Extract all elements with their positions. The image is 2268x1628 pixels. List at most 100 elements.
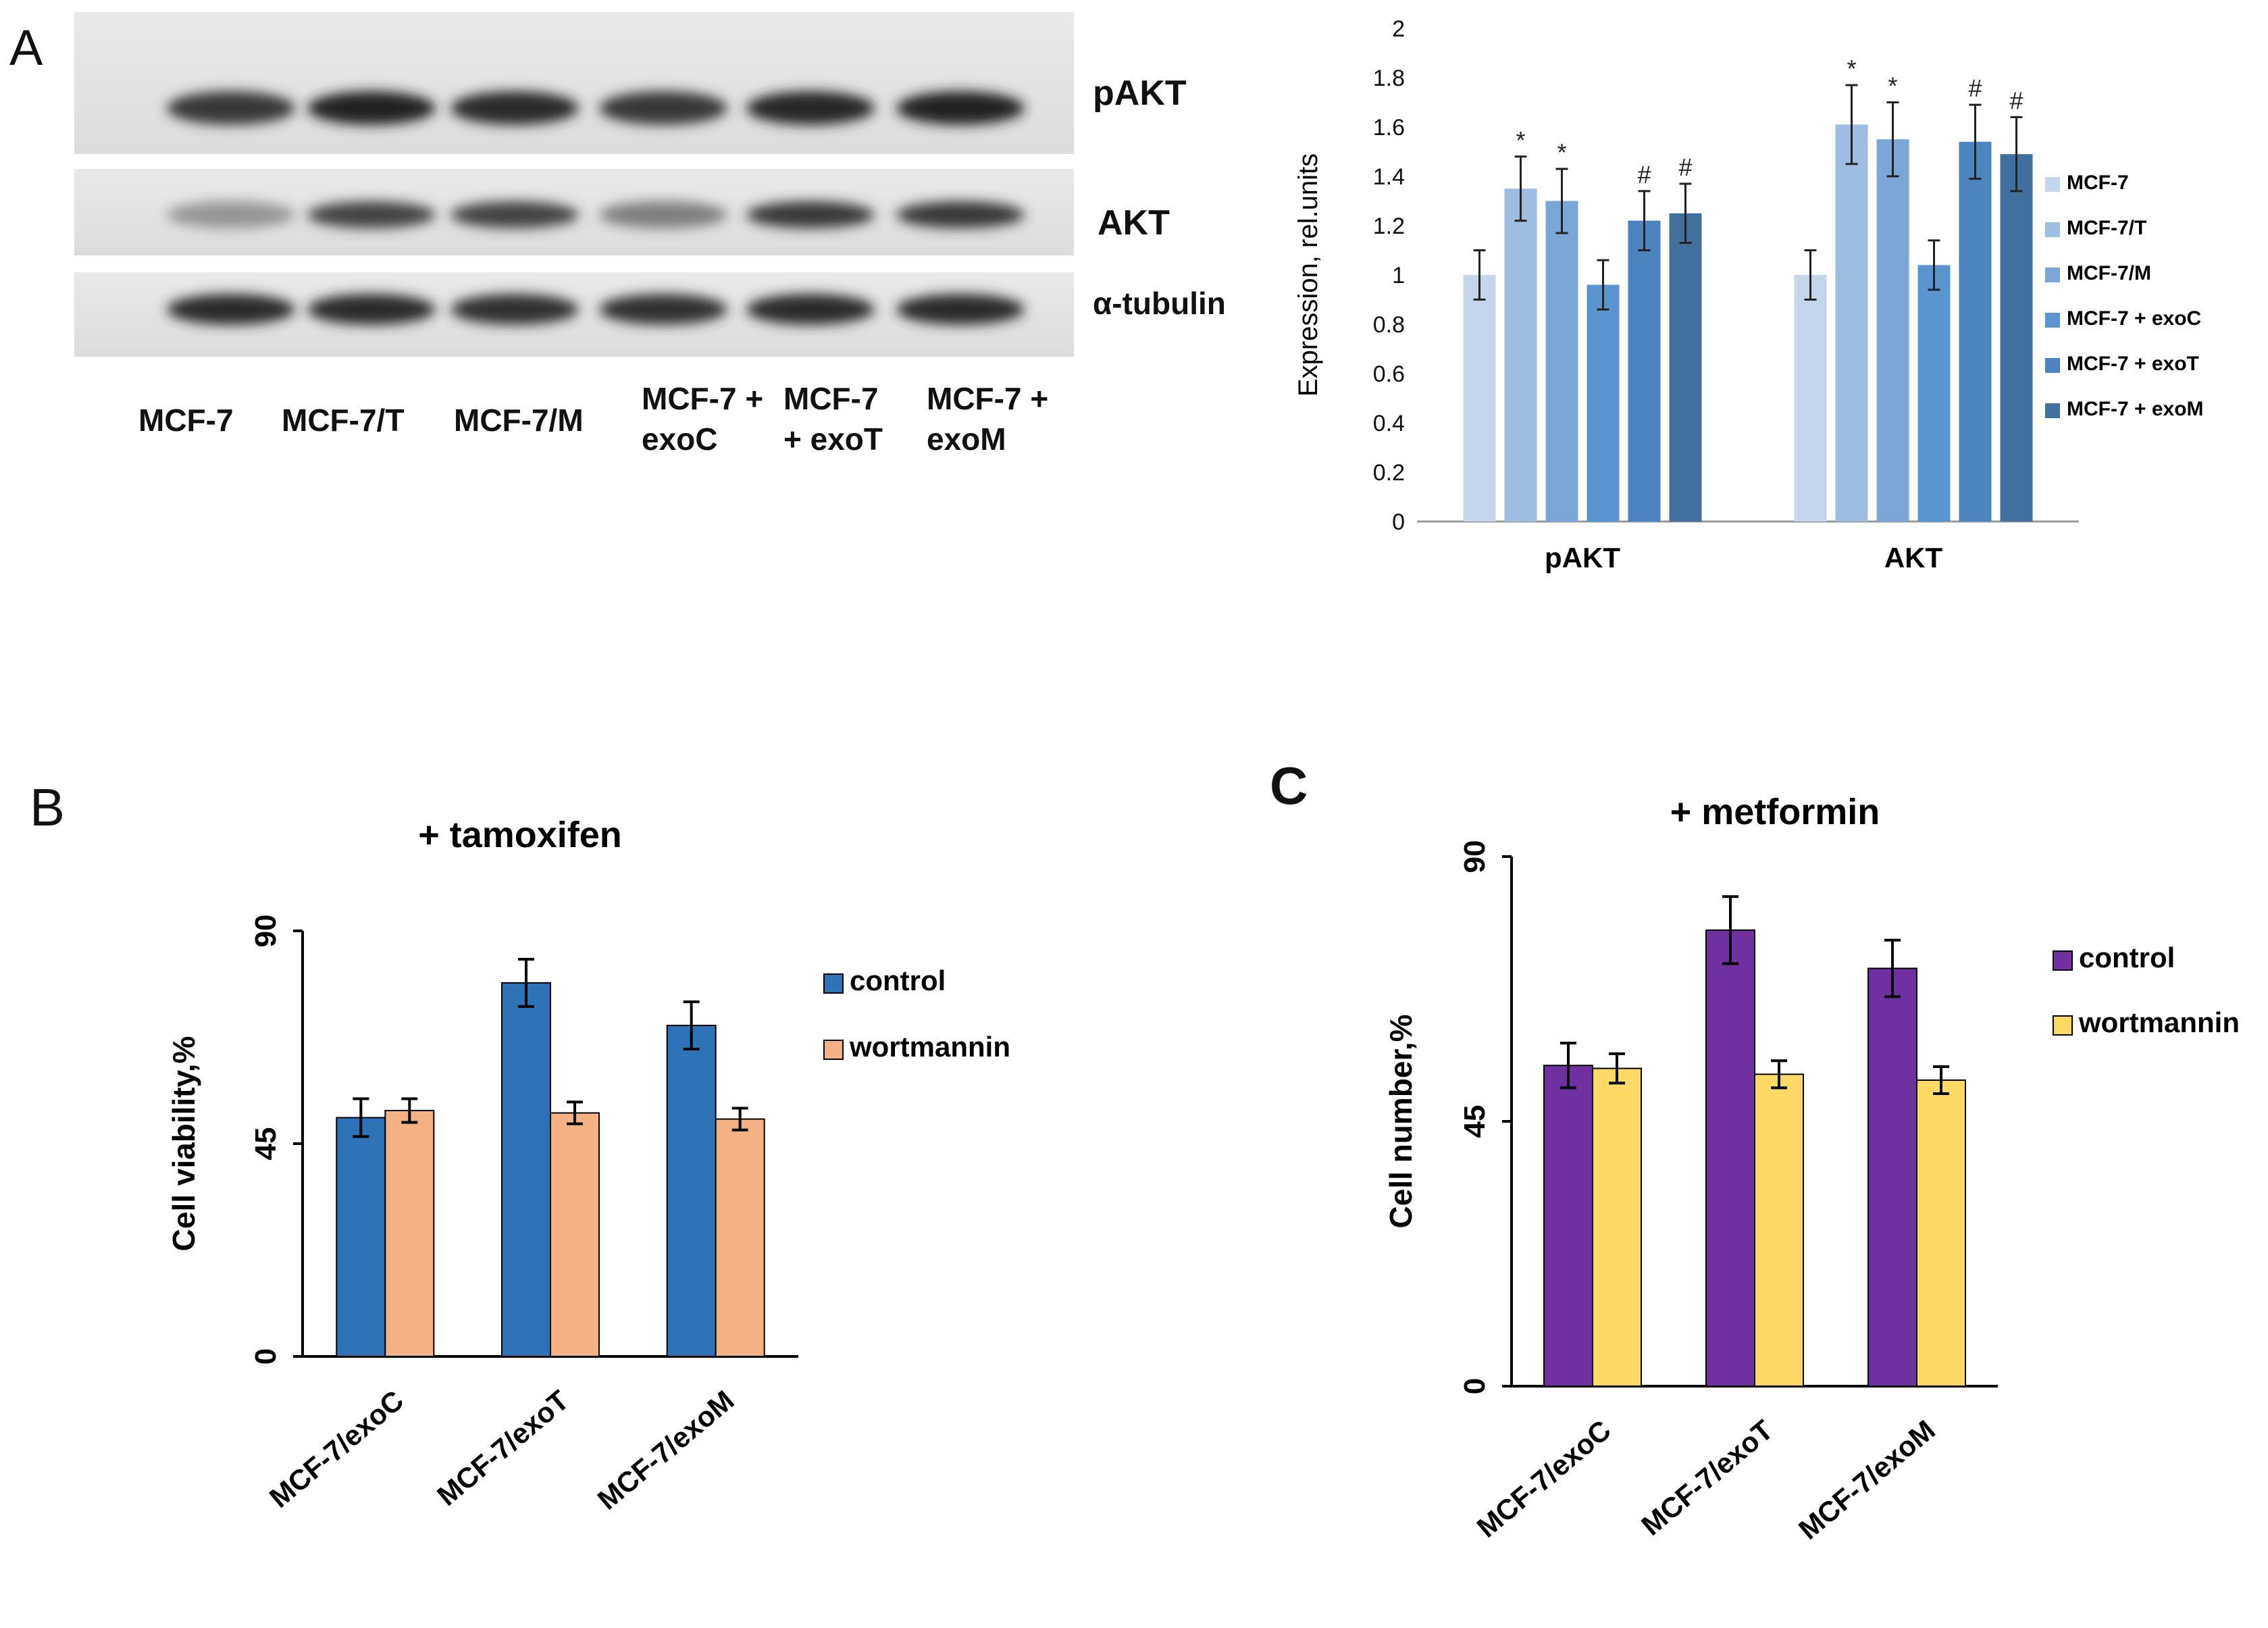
y-tick-label: 1.2 <box>1373 213 1405 239</box>
blot-row-label-tubulin: α-tubulin <box>1093 286 1226 321</box>
legend-swatch <box>2053 950 2073 971</box>
y-tick-label: 1.6 <box>1373 115 1405 141</box>
y-tick-label: 45 <box>249 1127 282 1161</box>
x-category-label: MCF-7/exoT <box>1635 1414 1779 1542</box>
bar <box>666 1025 717 1357</box>
blot-band <box>599 91 727 125</box>
blot-band <box>307 294 436 325</box>
bar <box>384 1110 435 1357</box>
significance-mark: * <box>1516 126 1525 154</box>
x-category-label: MCF-7/exoC <box>1471 1414 1617 1544</box>
blot-band <box>450 201 579 228</box>
legend-swatch <box>2053 1015 2073 1036</box>
bar <box>1917 265 1951 522</box>
lane-label-2: MCF-7/T <box>282 403 405 438</box>
panel-b-letter: B <box>30 778 66 837</box>
legend-swatch <box>2045 177 2060 192</box>
legend-label: wortmannin <box>849 1031 1010 1063</box>
y-axis-label: Cell viability,% <box>166 1036 201 1252</box>
y-tick-label: 1 <box>1392 263 1405 288</box>
bar <box>2000 154 2033 522</box>
y-tick-label: 0.8 <box>1373 312 1405 338</box>
y-axis-label: Expression, rel.units <box>1293 153 1323 397</box>
bar <box>1543 1065 1593 1387</box>
x-category-label: AKT <box>1884 542 1943 574</box>
y-tick-label: 0 <box>1458 1378 1491 1394</box>
blot-band <box>167 201 295 228</box>
legend-swatch <box>2045 222 2060 237</box>
legend-swatch <box>2045 403 2060 418</box>
legend-label: MCF-7 + exoT <box>2067 353 2199 375</box>
y-tick-label: 0 <box>249 1348 282 1365</box>
lane-label-4: MCF-7 + exoC <box>642 381 764 457</box>
legend-label: MCF-7 + exoM <box>2067 398 2204 420</box>
x-category-label: MCF-7/exoC <box>263 1384 409 1514</box>
chart-b: 0 45 90 Cell viability,% + tamoxifen MCF-7/ex… <box>166 815 1010 1516</box>
y-tick-label: 0.6 <box>1373 361 1405 387</box>
legend-label: MCF-7/M <box>2067 262 2151 284</box>
bar <box>1669 213 1702 522</box>
significance-mark: * <box>1847 55 1856 82</box>
blot-band <box>746 201 875 228</box>
y-tick-label: 2 <box>1392 16 1405 42</box>
legend-label: control <box>2079 942 2175 973</box>
y-tick-label: 0.4 <box>1373 411 1405 436</box>
blot-band <box>167 91 295 125</box>
blot-band <box>746 91 875 125</box>
panel-c-letter: C <box>1270 756 1308 815</box>
bar <box>1916 1079 1966 1387</box>
bar <box>1835 124 1868 522</box>
x-category-label: MCF-7/exoM <box>1793 1414 1941 1546</box>
bar <box>1794 275 1827 522</box>
legend-label: MCF-7/T <box>2067 217 2146 239</box>
significance-mark: # <box>1678 153 1692 181</box>
y-axis-label: Cell number,% <box>1383 1015 1418 1229</box>
blot-band <box>307 91 436 125</box>
bar <box>1592 1067 1642 1387</box>
lane-label-6: MCF-7 + exoM <box>927 381 1049 457</box>
panel-a-letter: A <box>9 20 43 76</box>
legend-swatch <box>2045 268 2060 282</box>
lane-label-5: MCF-7 + exoT <box>783 381 883 457</box>
blot-band <box>307 201 436 228</box>
y-tick-label: 1.8 <box>1373 66 1405 91</box>
chart-title: + metformin <box>1670 792 1880 832</box>
bar <box>1504 188 1537 522</box>
western-blot <box>74 12 1074 363</box>
significance-mark: # <box>1968 74 1982 102</box>
x-category-label: pAKT <box>1545 542 1620 574</box>
significance-mark: # <box>2009 86 2023 114</box>
blot-band <box>167 294 295 325</box>
y-tick-label: 90 <box>1458 840 1491 873</box>
bar <box>1867 967 1917 1387</box>
bar <box>501 982 551 1357</box>
legend-swatch <box>823 973 844 994</box>
significance-mark: * <box>1557 138 1566 166</box>
y-tick-label: 45 <box>1458 1105 1491 1138</box>
bar <box>1545 201 1578 522</box>
y-tick-label: 0 <box>1392 509 1405 535</box>
blot-band <box>896 294 1025 325</box>
lane-label-1: MCF-7 <box>138 403 234 438</box>
legend-label: wortmannin <box>2078 1007 2240 1038</box>
blot-band <box>599 201 727 228</box>
bar <box>1705 929 1755 1387</box>
y-tick-label: 1.4 <box>1373 164 1405 190</box>
blot-image <box>74 12 1074 357</box>
bar <box>1876 139 1909 522</box>
legend-swatch <box>823 1040 844 1060</box>
blot-band <box>450 91 579 125</box>
bar <box>550 1112 600 1357</box>
blot-band <box>896 201 1025 228</box>
bar <box>1754 1073 1804 1387</box>
bar <box>1628 220 1661 522</box>
bar <box>1959 141 1992 522</box>
legend-swatch <box>2045 313 2060 328</box>
chart-a: 0 0.2 0.4 0.6 0.8 1 1.2 1.4 1.6 1.8 2 Expression, r… <box>1293 16 2204 574</box>
bar <box>1587 284 1620 522</box>
blot-band <box>599 294 727 325</box>
bar <box>1463 275 1496 522</box>
significance-mark: # <box>1637 161 1651 188</box>
bar <box>715 1118 765 1357</box>
